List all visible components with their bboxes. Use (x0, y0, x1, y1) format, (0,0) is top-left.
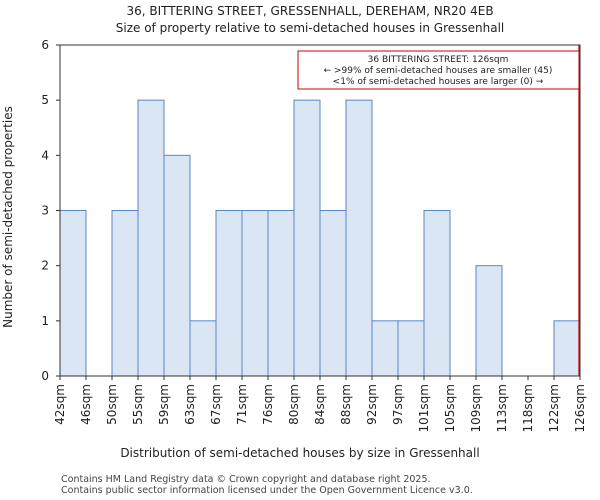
bar-80sqm (293, 99, 321, 377)
x-tick-label: 71sqm (235, 384, 249, 425)
chart-subtitle: Size of property relative to semi-detach… (116, 21, 505, 35)
x-tick-label: 109sqm (469, 384, 483, 432)
footer-line-2: Contains public sector information licen… (61, 485, 473, 496)
y-tick-label: 1 (41, 314, 49, 328)
x-tick-label: 42sqm (53, 384, 67, 425)
x-tick-label: 46sqm (79, 384, 93, 425)
bar-101sqm (423, 210, 451, 377)
bar-122sqm (553, 320, 581, 377)
x-tick-label: 59sqm (157, 384, 171, 425)
annotation-line-1: 36 BITTERING STREET: 126sqm (368, 55, 509, 65)
x-tick-label: 101sqm (417, 384, 431, 432)
x-tick-label: 122sqm (547, 384, 561, 432)
y-axis-ticks: 0 1 2 3 4 5 6 (41, 38, 60, 383)
x-tick-label: 113sqm (495, 384, 509, 432)
chart-title: 36, BITTERING STREET, GRESSENHALL, DEREH… (126, 4, 493, 18)
x-tick-label: 55sqm (131, 384, 145, 425)
x-tick-label: 67sqm (209, 384, 223, 425)
y-axis-label: Number of semi-detached properties (1, 106, 15, 328)
x-tick-label: 76sqm (261, 384, 275, 425)
x-axis-label: Distribution of semi-detached houses by … (120, 446, 479, 460)
x-tick-label: 105sqm (443, 384, 457, 432)
y-tick-label: 0 (41, 369, 49, 383)
x-tick-label: 92sqm (365, 384, 379, 425)
x-tick-label: 50sqm (105, 384, 119, 425)
x-tick-label: 80sqm (287, 384, 301, 425)
bar-50sqm (111, 210, 139, 377)
annotation-line-2: ← >99% of semi-detached houses are small… (324, 66, 553, 76)
bar-84sqm (319, 210, 347, 377)
footer-line-1: Contains HM Land Registry data © Crown c… (61, 474, 431, 485)
bar-67sqm (215, 210, 243, 377)
bar-76sqm (267, 210, 295, 377)
x-tick-label: 126sqm (573, 384, 587, 432)
y-tick-label: 3 (41, 204, 49, 218)
x-tick-label: 97sqm (391, 384, 405, 425)
bar-71sqm (241, 210, 269, 377)
y-tick-label: 4 (41, 148, 49, 162)
x-tick-label: 118sqm (521, 384, 535, 432)
bar-59sqm (163, 154, 191, 377)
bar-92sqm (371, 320, 399, 377)
bar-42sqm (59, 210, 87, 377)
annotation-line-3: <1% of semi-detached houses are larger (… (333, 77, 544, 87)
annotation-frame (297, 50, 580, 90)
bar-97sqm (397, 320, 425, 377)
y-tick-label: 2 (41, 259, 49, 273)
x-tick-label: 63sqm (183, 384, 197, 425)
x-tick-label: 88sqm (339, 384, 353, 425)
bar-109sqm (475, 265, 503, 377)
bar-55sqm (137, 99, 165, 377)
x-tick-label: 84sqm (313, 384, 327, 425)
plot-frame (59, 44, 581, 377)
x-axis-ticks: 42sqm 46sqm 50sqm 55sqm 59sqm 63sqm 67sqm 71sqm… (53, 376, 587, 432)
bar-63sqm (189, 320, 217, 377)
annotation-box: 36 BITTERING STREET: 126sqm ← >99% of se… (297, 50, 580, 90)
y-tick-label: 6 (41, 38, 49, 52)
y-tick-label: 5 (41, 93, 49, 107)
bars-group (59, 99, 581, 377)
bar-88sqm (345, 99, 373, 377)
